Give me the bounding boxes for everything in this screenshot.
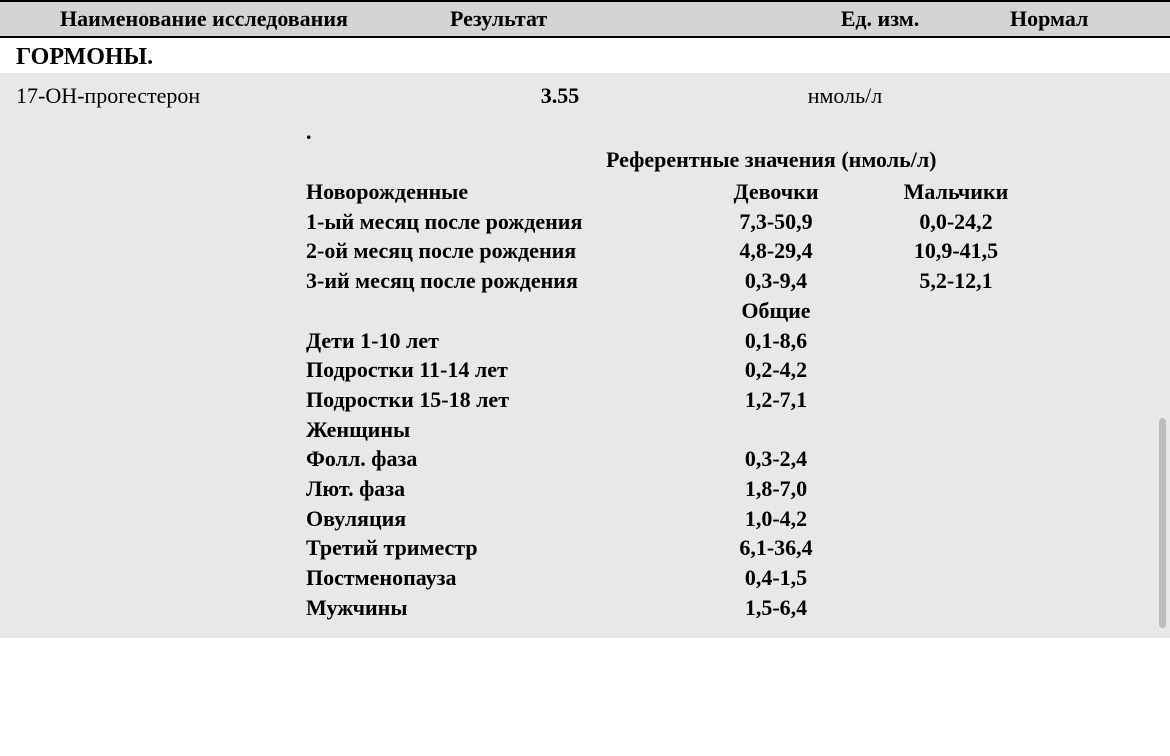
col-header-result: Результат [450, 6, 750, 32]
ref-label: Овуляция [306, 504, 686, 534]
ref-common-header-row: Общие [306, 296, 1154, 326]
ref-val-boys: 10,9-41,5 [866, 236, 1046, 266]
ref-empty [306, 296, 686, 326]
ref-label: 3-ий месяц после рождения [306, 266, 686, 296]
ref-header-boys: Мальчики [866, 177, 1046, 207]
ref-val: 0,1-8,6 [686, 326, 866, 356]
ref-val-boys: 5,2-12,1 [866, 266, 1046, 296]
ref-val-girls: 4,8-29,4 [686, 236, 866, 266]
ref-row-newborn: 3-ий месяц после рождения 0,3-9,4 5,2-12… [306, 266, 1154, 296]
ref-label: Постменопауза [306, 563, 686, 593]
ref-label: Мужчины [306, 593, 686, 623]
column-header-row: Наименование исследования Результат Ед. … [0, 0, 1170, 38]
ref-row-common: Подростки 15-18 лет 1,2-7,1 [306, 385, 1154, 415]
ref-row-common: Третий триместр 6,1-36,4 [306, 533, 1154, 563]
ref-val-girls: 7,3-50,9 [686, 207, 866, 237]
ref-row-common: Постменопауза 0,4-1,5 [306, 563, 1154, 593]
ref-val [686, 415, 866, 445]
ref-row-common: Женщины [306, 415, 1154, 445]
col-header-norm: Нормал [1010, 6, 1170, 32]
dot-separator: . [16, 119, 1154, 145]
ref-val: 6,1-36,4 [686, 533, 866, 563]
ref-empty [866, 296, 1046, 326]
reference-values-block: Референтные значения (нмоль/л) Новорожде… [16, 145, 1154, 622]
ref-header-label: Новорожденные [306, 177, 686, 207]
ref-row-common: Дети 1-10 лет 0,1-8,6 [306, 326, 1154, 356]
ref-val: 1,5-6,4 [686, 593, 866, 623]
ref-val: 0,4-1,5 [686, 563, 866, 593]
ref-label: Фолл. фаза [306, 444, 686, 474]
section-title: ГОРМОНЫ. [0, 38, 1170, 73]
ref-row-newborn: 2-ой месяц после рождения 4,8-29,4 10,9-… [306, 236, 1154, 266]
ref-row-common: Лют. фаза 1,8-7,0 [306, 474, 1154, 504]
ref-row-common: Фолл. фаза 0,3-2,4 [306, 444, 1154, 474]
reference-title: Референтные значения (нмоль/л) [306, 145, 1154, 175]
ref-val: 1,8-7,0 [686, 474, 866, 504]
ref-label: Дети 1-10 лет [306, 326, 686, 356]
ref-common-header: Общие [686, 296, 866, 326]
ref-row-common: Овуляция 1,0-4,2 [306, 504, 1154, 534]
reference-header-row: Новорожденные Девочки Мальчики [306, 177, 1154, 207]
ref-label: Женщины [306, 415, 686, 445]
scrollbar-thumb[interactable] [1159, 418, 1166, 628]
test-result: 3.55 [450, 83, 670, 109]
ref-label: Третий триместр [306, 533, 686, 563]
test-unit: нмоль/л [670, 83, 1020, 109]
col-header-name: Наименование исследования [0, 6, 450, 32]
ref-label: Подростки 15-18 лет [306, 385, 686, 415]
ref-val-girls: 0,3-9,4 [686, 266, 866, 296]
lab-report-page: Наименование исследования Результат Ед. … [0, 0, 1170, 638]
ref-val: 1,2-7,1 [686, 385, 866, 415]
ref-label: 2-ой месяц после рождения [306, 236, 686, 266]
test-name: 17-ОН-прогестерон [16, 83, 450, 109]
col-header-unit: Ед. изм. [750, 6, 1010, 32]
ref-val: 0,2-4,2 [686, 355, 866, 385]
ref-label: 1-ый месяц после рождения [306, 207, 686, 237]
ref-row-newborn: 1-ый месяц после рождения 7,3-50,9 0,0-2… [306, 207, 1154, 237]
result-block: 17-ОН-прогестерон 3.55 нмоль/л . Референ… [0, 73, 1170, 638]
ref-val: 0,3-2,4 [686, 444, 866, 474]
ref-label: Подростки 11-14 лет [306, 355, 686, 385]
ref-val-boys: 0,0-24,2 [866, 207, 1046, 237]
ref-header-girls: Девочки [686, 177, 866, 207]
test-result-row: 17-ОН-прогестерон 3.55 нмоль/л [16, 81, 1154, 119]
ref-val: 1,0-4,2 [686, 504, 866, 534]
ref-row-common: Мужчины 1,5-6,4 [306, 593, 1154, 623]
ref-label: Лют. фаза [306, 474, 686, 504]
ref-row-common: Подростки 11-14 лет 0,2-4,2 [306, 355, 1154, 385]
